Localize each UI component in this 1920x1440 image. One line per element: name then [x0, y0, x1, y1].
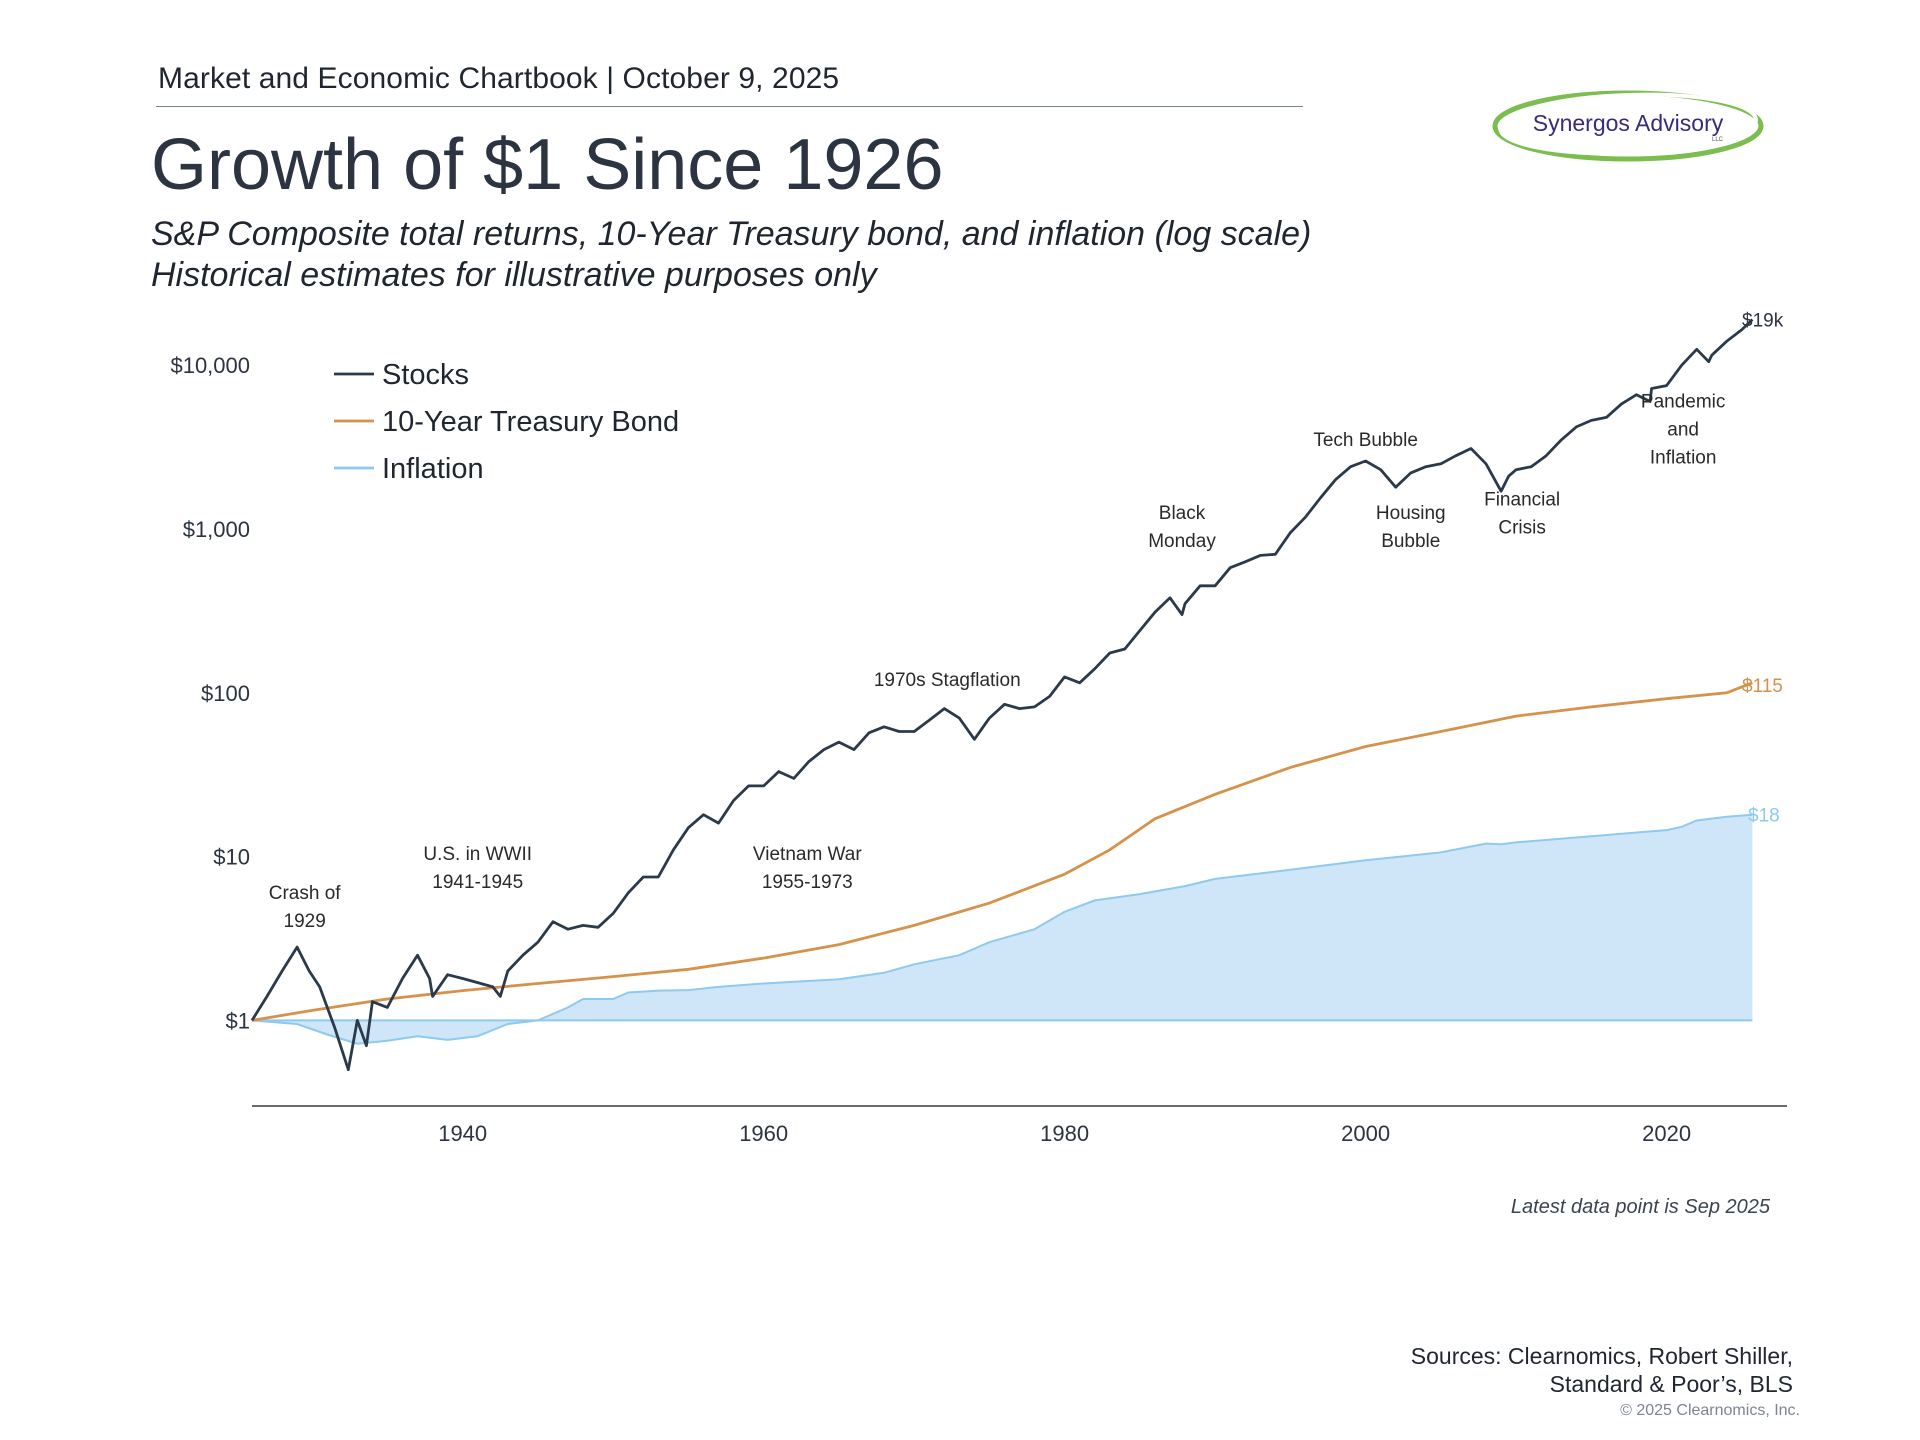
series-end-label: $18 [1748, 806, 1780, 827]
sources-line-2: Standard & Poor’s, BLS [1549, 1371, 1793, 1397]
sources-line-1: Sources: Clearnomics, Robert Shiller, [1410, 1343, 1793, 1369]
event-annotation: Bubble [1381, 531, 1440, 552]
x-tick-label: 1980 [1040, 1121, 1089, 1146]
sources-note: Sources: Clearnomics, Robert Shiller, St… [1411, 1342, 1793, 1398]
event-annotation: Tech Bubble [1313, 430, 1418, 451]
event-annotation: Vietnam War [753, 844, 862, 865]
chartbook-header: Market and Economic Chartbook | October … [158, 62, 840, 95]
series-end-label: $115 [1742, 676, 1783, 697]
legend-entry: Stocks [382, 359, 469, 391]
event-annotation: and [1667, 420, 1699, 441]
event-annotation: Financial [1484, 490, 1560, 511]
y-tick-label: $1 [226, 1008, 250, 1033]
latest-data-note: Latest data point is Sep 2025 [1510, 1196, 1770, 1218]
header-divider [156, 106, 1303, 107]
x-tick-label: 2020 [1642, 1121, 1691, 1146]
series-line-inflation [251, 813, 1753, 1045]
legend-entry: Inflation [382, 453, 484, 485]
logo-suffix: LLC [1712, 137, 1724, 143]
page-subtitle: S&P Composite total returns, 10-Year Tre… [151, 214, 1311, 296]
event-annotation: U.S. in WWII [423, 844, 532, 865]
series-end-label: $19k [1742, 311, 1784, 332]
y-tick-label: $10 [213, 845, 250, 870]
logo-text: Synergos Advisory [1532, 110, 1724, 136]
synergos-logo-icon [1492, 90, 1764, 162]
x-tick-label: 1960 [739, 1121, 788, 1146]
event-annotation: Monday [1148, 531, 1216, 552]
series-line-bond [251, 681, 1753, 1022]
copyright: © 2025 Clearnomics, Inc. [1620, 1402, 1800, 1419]
subtitle-line-1: S&P Composite total returns, 10-Year Tre… [151, 215, 1312, 253]
event-annotation: 1955-1973 [762, 872, 853, 893]
x-tick-label: 2000 [1341, 1121, 1390, 1146]
y-tick-label: $100 [201, 681, 250, 706]
event-annotation: Black [1159, 503, 1206, 524]
legend-entry: 10-Year Treasury Bond [382, 406, 679, 438]
event-annotation: Pandemic [1641, 392, 1726, 413]
y-tick-label: $10,000 [170, 353, 250, 378]
event-annotation: Inflation [1650, 448, 1717, 469]
event-annotation: 1929 [284, 911, 326, 932]
y-tick-label: $1,000 [183, 517, 250, 542]
event-annotation: 1941-1945 [432, 872, 523, 893]
subtitle-line-2: Historical estimates for illustrative pu… [151, 256, 877, 294]
series-line-stocks [250, 318, 1754, 1072]
page-title: Growth of $1 Since 1926 [151, 125, 944, 205]
event-annotation: Crisis [1498, 518, 1546, 539]
event-annotation: Housing [1376, 503, 1446, 524]
x-tick-label: 1940 [438, 1121, 487, 1146]
event-annotation: Crash of [269, 883, 342, 904]
event-annotation: 1970s Stagflation [874, 670, 1021, 691]
inflation-area [252, 814, 1753, 1044]
